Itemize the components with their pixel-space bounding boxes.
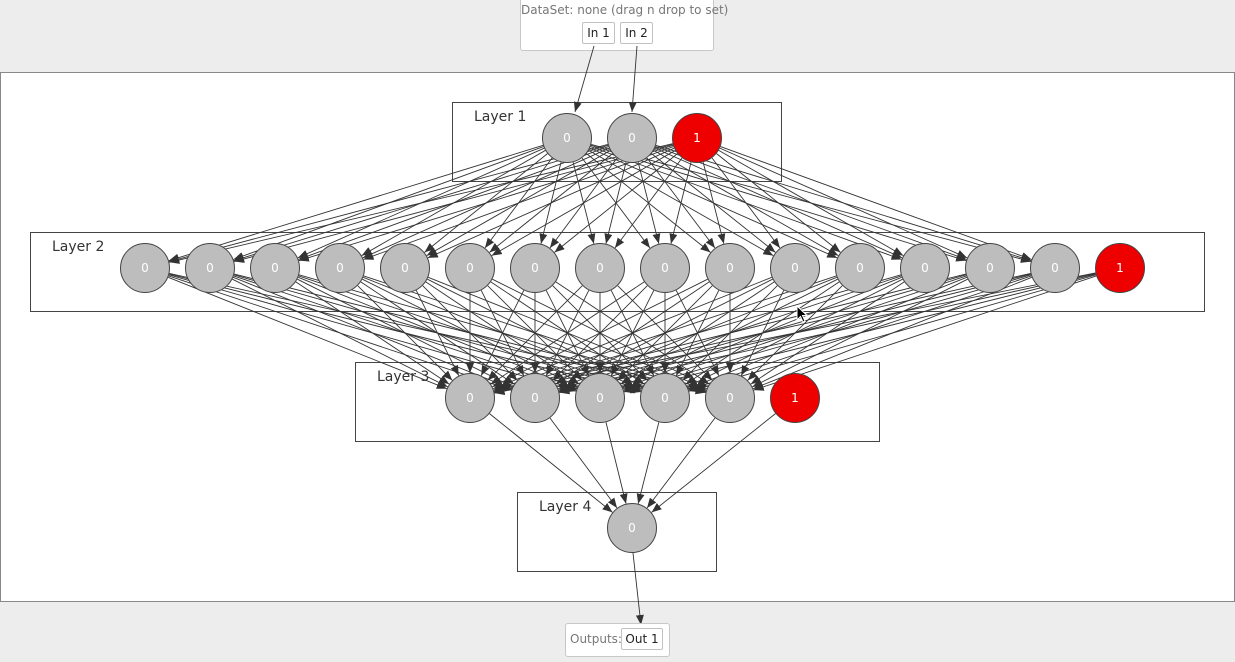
layer-3-neuron-6[interactable]: 1 — [770, 373, 820, 423]
layer-2-neuron-8[interactable]: 0 — [575, 243, 625, 293]
layer-1-neuron-2[interactable]: 0 — [607, 113, 657, 163]
layer-3-neuron-4[interactable]: 0 — [640, 373, 690, 423]
layer-1-label: Layer 1 — [474, 109, 527, 125]
layer-2-neuron-14[interactable]: 0 — [965, 243, 1015, 293]
layer-2-neuron-15[interactable]: 0 — [1030, 243, 1080, 293]
layer-2-neuron-5[interactable]: 0 — [380, 243, 430, 293]
outputs-panel[interactable]: Outputs: Out 1 — [565, 623, 670, 657]
layer-2-neuron-7[interactable]: 0 — [510, 243, 560, 293]
layer-2-label: Layer 2 — [52, 239, 105, 255]
input-in-1[interactable]: In 1 — [582, 22, 615, 44]
outputs-label: Outputs: — [570, 632, 622, 646]
input-in-2[interactable]: In 2 — [620, 22, 653, 44]
dataset-label: DataSet: none (drag n drop to set) — [521, 3, 729, 17]
layer-3-neuron-3[interactable]: 0 — [575, 373, 625, 423]
dataset-panel[interactable]: DataSet: none (drag n drop to set) In 1 … — [520, 0, 729, 51]
layer-3-neuron-1[interactable]: 0 — [445, 373, 495, 423]
layer-2-neuron-4[interactable]: 0 — [315, 243, 365, 293]
layer-2-neuron-11[interactable]: 0 — [770, 243, 820, 293]
layer-2-neuron-9[interactable]: 0 — [640, 243, 690, 293]
layer-2-neuron-16[interactable]: 1 — [1095, 243, 1145, 293]
layer-4-label: Layer 4 — [539, 499, 592, 515]
layer-1-neuron-3[interactable]: 1 — [672, 113, 722, 163]
layer-2-neuron-6[interactable]: 0 — [445, 243, 495, 293]
layer-4-neuron-1[interactable]: 0 — [607, 503, 657, 553]
output-out-1[interactable]: Out 1 — [621, 628, 663, 650]
layer-2-neuron-2[interactable]: 0 — [185, 243, 235, 293]
layer-2-neuron-3[interactable]: 0 — [250, 243, 300, 293]
layer-2-neuron-10[interactable]: 0 — [705, 243, 755, 293]
layer-1-neuron-1[interactable]: 0 — [542, 113, 592, 163]
layer-2-neuron-13[interactable]: 0 — [900, 243, 950, 293]
layer-2-neuron-1[interactable]: 0 — [120, 243, 170, 293]
layer-3-label: Layer 3 — [377, 369, 430, 385]
layer-2-neuron-12[interactable]: 0 — [835, 243, 885, 293]
layer-3-neuron-5[interactable]: 0 — [705, 373, 755, 423]
layer-3-neuron-2[interactable]: 0 — [510, 373, 560, 423]
